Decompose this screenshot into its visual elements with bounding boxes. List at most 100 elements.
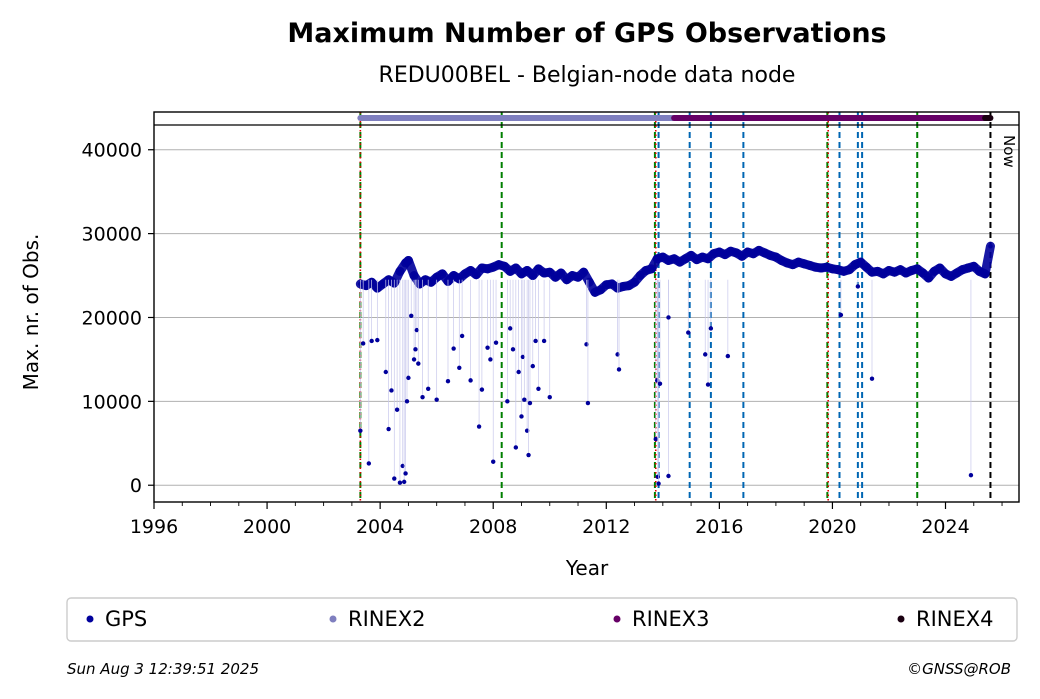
baseline-point bbox=[977, 269, 982, 274]
outlier-point bbox=[445, 379, 451, 384]
x-tick-label: 2024 bbox=[921, 516, 969, 538]
baseline-point bbox=[536, 266, 541, 272]
baseline-point bbox=[440, 271, 445, 277]
baseline-point bbox=[847, 267, 852, 272]
baseline-point bbox=[790, 262, 796, 267]
outlier-point bbox=[522, 397, 527, 402]
outlier-point bbox=[703, 352, 708, 357]
outlier-point bbox=[488, 357, 493, 362]
chart-title: Maximum Number of GPS Observations bbox=[287, 18, 886, 49]
x-tick-label: 1996 bbox=[130, 516, 178, 538]
baseline-point bbox=[479, 265, 485, 271]
baseline-point bbox=[380, 281, 386, 287]
outlier-point bbox=[416, 361, 421, 366]
outlier-point bbox=[369, 338, 374, 344]
outlier-point bbox=[516, 369, 521, 375]
baseline-point bbox=[835, 267, 841, 272]
x-axis-label: Year bbox=[565, 556, 609, 580]
baseline-point bbox=[971, 264, 977, 269]
outlier-point bbox=[434, 397, 439, 402]
baseline-point bbox=[728, 248, 733, 254]
outlier-point bbox=[457, 365, 462, 371]
baseline-point bbox=[541, 270, 547, 276]
baseline-segment bbox=[980, 241, 995, 279]
baseline-point bbox=[397, 269, 403, 274]
baseline-point bbox=[626, 283, 632, 288]
outlier-point bbox=[507, 326, 513, 331]
x-tick-label: 2004 bbox=[356, 516, 404, 538]
x-tick-label: 2012 bbox=[582, 516, 630, 538]
baseline-point bbox=[473, 272, 479, 278]
baseline-point bbox=[818, 265, 824, 271]
legend-box bbox=[66, 597, 1018, 642]
y-axis-ticks: 0 10000 20000 30000 40000 bbox=[82, 140, 154, 497]
outlier-point bbox=[406, 375, 411, 381]
baseline-point bbox=[982, 271, 988, 277]
outlier-point bbox=[519, 414, 524, 419]
plot-frame bbox=[153, 111, 1020, 503]
y-tick-label: 0 bbox=[130, 475, 142, 497]
legend-label: GPS bbox=[105, 607, 147, 631]
y-tick-label: 20000 bbox=[82, 307, 142, 329]
outlier-point bbox=[413, 347, 418, 352]
outlier-point bbox=[536, 386, 541, 391]
baseline-point bbox=[773, 254, 779, 260]
baseline-point bbox=[903, 270, 909, 276]
baseline-point bbox=[688, 253, 694, 258]
baseline-point bbox=[564, 277, 570, 283]
outlier-point bbox=[708, 326, 714, 331]
footer-credit: ©GNSS@ROB bbox=[907, 660, 1011, 678]
outlier-point bbox=[657, 381, 663, 386]
baseline-point bbox=[909, 268, 914, 273]
now-label: Now bbox=[1000, 135, 1018, 168]
outlier-point bbox=[358, 428, 363, 433]
outlier-point bbox=[855, 284, 861, 289]
outlier-point bbox=[705, 382, 711, 387]
legend: GPS RINEX2 RINEX3 RINEX4 bbox=[86, 607, 994, 631]
y-tick-label: 30000 bbox=[82, 224, 142, 246]
baseline-point bbox=[711, 251, 717, 257]
baseline-point bbox=[530, 273, 536, 278]
baseline-point bbox=[734, 250, 739, 256]
chart-subtitle: REDU00BEL - Belgian-node data node bbox=[379, 63, 796, 88]
baseline-point bbox=[858, 259, 863, 265]
outlier-point bbox=[485, 345, 490, 350]
baseline-point bbox=[660, 254, 666, 260]
baseline-point bbox=[666, 258, 671, 263]
baseline-point bbox=[807, 263, 813, 268]
outlier-point bbox=[459, 333, 465, 339]
outlier-point bbox=[656, 481, 661, 486]
x-tick-label: 2016 bbox=[695, 516, 743, 538]
outlier-point bbox=[541, 338, 547, 344]
baseline-point bbox=[406, 258, 411, 263]
legend-marker bbox=[897, 615, 905, 623]
baseline-point bbox=[451, 273, 456, 278]
baseline-point bbox=[637, 273, 643, 278]
baseline-point bbox=[705, 256, 711, 262]
baseline-point bbox=[869, 269, 875, 275]
baseline-point bbox=[796, 259, 801, 265]
y-axis-label: Max. nr. of Obs. bbox=[19, 234, 43, 391]
outlier-point bbox=[451, 346, 456, 351]
outlier-point bbox=[653, 436, 658, 442]
baseline-point bbox=[892, 269, 897, 275]
outlier-point bbox=[725, 353, 731, 359]
baseline-point bbox=[456, 276, 462, 282]
baseline-point bbox=[897, 267, 903, 272]
outlier-point bbox=[585, 400, 591, 406]
outlier-point bbox=[533, 338, 538, 344]
baseline-point bbox=[750, 251, 756, 257]
outlier-point bbox=[493, 340, 499, 345]
outlier-point bbox=[366, 461, 372, 466]
baseline-point bbox=[745, 249, 750, 255]
baseline-point bbox=[575, 274, 581, 280]
baseline-point bbox=[558, 270, 564, 276]
legend-label: RINEX3 bbox=[632, 607, 710, 631]
legend-marker bbox=[329, 615, 337, 623]
legend-marker bbox=[613, 615, 621, 623]
baseline-point bbox=[914, 266, 920, 272]
baseline-point bbox=[756, 248, 762, 253]
baseline-point bbox=[649, 266, 654, 272]
outlier-point bbox=[666, 315, 671, 320]
